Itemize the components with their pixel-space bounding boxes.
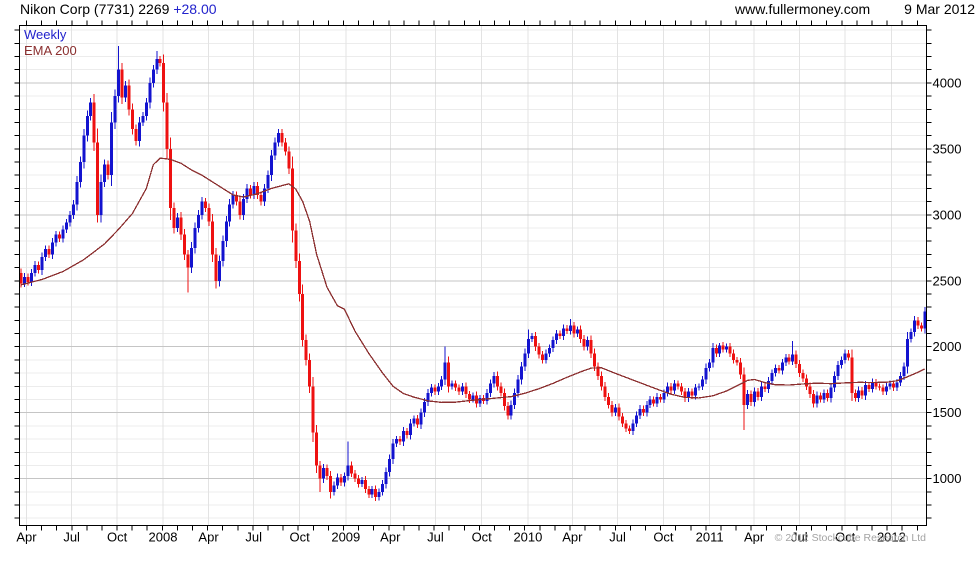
svg-text:2008: 2008 [149, 530, 178, 545]
svg-text:Apr: Apr [16, 530, 37, 545]
candle-bodies-up [23, 59, 927, 498]
instrument-title: Nikon Corp (7731) 2269 +28.00 [20, 1, 217, 17]
candle-wicks-up [24, 45, 926, 501]
svg-text:Oct: Oct [289, 530, 310, 545]
x-axis-labels: Apr Jul Oct 2008 Apr Jul Oct 2009 Apr Jul Oct 2010 A… [16, 530, 906, 545]
svg-text:Oct: Oct [653, 530, 674, 545]
svg-text:1500: 1500 [933, 405, 962, 420]
svg-text:2012: 2012 [877, 530, 906, 545]
svg-text:Jul: Jul [245, 530, 262, 545]
chart-date: 9 Mar 2012 [904, 1, 975, 17]
legend-series-label: Weekly [24, 27, 67, 42]
svg-text:1000: 1000 [933, 471, 962, 486]
x-axis-ticks [25, 20, 918, 531]
website-url: www.fullermoney.com [735, 1, 871, 17]
svg-text:2009: 2009 [331, 530, 360, 545]
svg-text:Oct: Oct [107, 530, 128, 545]
svg-text:2011: 2011 [696, 530, 724, 545]
candle-wicks-down [20, 54, 922, 502]
svg-text:3000: 3000 [933, 207, 962, 222]
svg-text:Jul: Jul [609, 530, 626, 545]
ema-line [21, 157, 926, 404]
header-right: www.fullermoney.com 9 Mar 2012 [735, 1, 975, 17]
svg-text:2000: 2000 [933, 339, 962, 354]
h-gridlines-major [19, 82, 927, 480]
legend-ema-label: EMA 200 [24, 43, 77, 58]
svg-text:4000: 4000 [933, 75, 962, 90]
svg-text:Apr: Apr [380, 530, 401, 545]
svg-text:Jul: Jul [63, 530, 80, 545]
instrument-name-price: Nikon Corp (7731) 2269 [20, 1, 170, 17]
svg-text:2010: 2010 [513, 530, 542, 545]
price-change: +28.00 [173, 1, 217, 17]
svg-text:Apr: Apr [562, 530, 583, 545]
y-axis-ticks [14, 29, 932, 519]
h-gridlines-minor [19, 29, 927, 519]
svg-text:Jul: Jul [791, 530, 808, 545]
y-axis-labels: 1000 1500 2000 2500 3000 3500 4000 [933, 75, 962, 486]
candle-bodies-down [19, 59, 923, 498]
svg-text:Oct: Oct [472, 530, 493, 545]
chart-frame [19, 25, 927, 526]
chart-legend: Weekly EMA 200 [24, 27, 77, 59]
svg-text:2500: 2500 [933, 273, 962, 288]
svg-text:3500: 3500 [933, 141, 962, 156]
svg-text:Apr: Apr [744, 530, 765, 545]
v-gridlines [25, 25, 892, 526]
svg-text:Oct: Oct [835, 530, 856, 545]
svg-text:Apr: Apr [198, 530, 219, 545]
svg-text:Jul: Jul [427, 530, 444, 545]
copyright-notice: © 2012 Stockcube Research Ltd [774, 532, 926, 544]
candlestick-series [19, 45, 927, 502]
